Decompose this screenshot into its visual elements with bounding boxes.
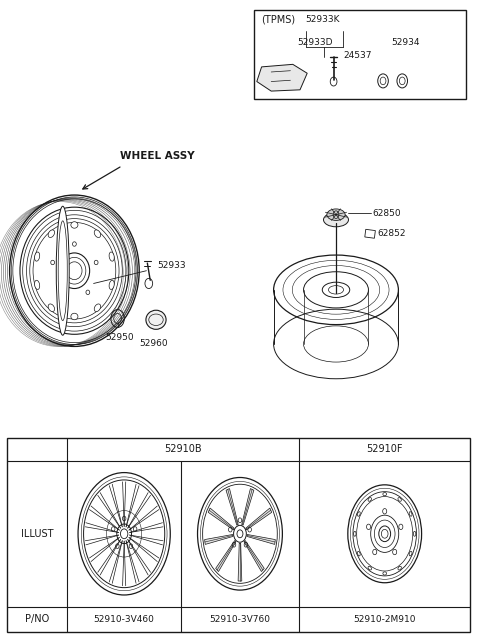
Ellipse shape [71,313,78,320]
Circle shape [348,485,421,583]
Polygon shape [238,543,242,581]
Text: WHEEL ASSY: WHEEL ASSY [120,150,194,161]
Polygon shape [247,534,276,545]
Text: 52910-3V460: 52910-3V460 [94,615,155,624]
Ellipse shape [324,213,348,227]
Text: (TPMS): (TPMS) [262,15,296,25]
Ellipse shape [48,304,55,311]
Polygon shape [216,540,236,571]
Ellipse shape [109,280,114,289]
Ellipse shape [35,280,40,289]
Ellipse shape [35,252,40,261]
Ellipse shape [94,230,101,238]
Text: 52933D: 52933D [298,38,333,47]
Text: 62852: 62852 [378,229,406,238]
Bar [254,10,466,99]
Circle shape [234,526,246,542]
Ellipse shape [146,310,166,329]
Ellipse shape [94,304,101,311]
Text: 52910-2M910: 52910-2M910 [353,615,416,624]
Ellipse shape [274,255,398,325]
Text: P/NO: P/NO [25,614,49,624]
Text: 24537: 24537 [343,51,372,60]
Text: 62850: 62850 [372,209,401,218]
Ellipse shape [56,206,69,335]
Ellipse shape [322,282,350,297]
Ellipse shape [303,272,369,308]
Ellipse shape [48,230,55,238]
Polygon shape [208,508,234,530]
Text: 52933K: 52933K [305,15,339,24]
Polygon shape [204,534,233,545]
Polygon shape [226,489,238,525]
Circle shape [78,473,170,595]
Circle shape [198,478,282,590]
Text: 52910-3V760: 52910-3V760 [209,615,270,624]
Text: 52950: 52950 [106,333,134,341]
Text: ILLUST: ILLUST [21,529,54,539]
Text: 52934: 52934 [391,38,420,47]
Polygon shape [242,489,254,525]
Text: 52933: 52933 [157,261,186,270]
Text: 52910F: 52910F [366,444,403,454]
Ellipse shape [58,221,67,320]
Text: 52960: 52960 [139,339,168,348]
Text: 52910B: 52910B [165,444,202,454]
Ellipse shape [71,222,78,228]
Ellipse shape [327,209,345,220]
Polygon shape [244,540,264,571]
Polygon shape [257,64,307,91]
Bar [7,438,470,632]
Ellipse shape [109,252,114,261]
Polygon shape [246,508,272,530]
